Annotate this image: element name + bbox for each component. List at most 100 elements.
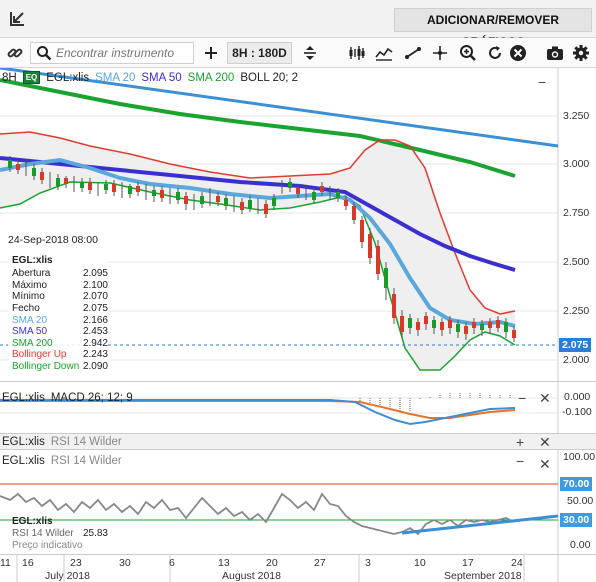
rsi-y-tick: 50.00 [567,495,594,507]
bollinger-up-line [0,131,516,315]
x-tick: 20 [266,557,278,569]
plus-icon[interactable] [200,42,222,64]
sma50-line [0,156,516,272]
trendline-icon[interactable] [402,42,424,64]
rsi-line [0,492,515,536]
macd-line [0,399,516,426]
candles-icon[interactable] [347,42,369,64]
chart-type-icon[interactable] [373,42,395,64]
macd-close-button[interactable]: ✕ [539,390,551,406]
x-tick: 30 [119,557,131,569]
info-row: Bollinger Down 2.090 [12,360,108,372]
ohlc-info-box: 24-Sep-2018 08:00 EGL:xlis Abertura 2.095… [8,234,108,373]
macd-collapse-button[interactable]: − [518,390,527,406]
last-price-tag: 2.075 [559,338,592,352]
rsi-close-button[interactable]: ✕ [539,456,551,472]
rsi-header-strip[interactable]: EGL:xlis RSI 14 Wilder + ✕ [0,433,596,450]
zoom-in-icon[interactable] [457,42,479,64]
crosshair-icon[interactable] [429,42,451,64]
info-row: Bollinger Up 2.243 [12,349,108,361]
clear-icon[interactable] [507,42,529,64]
link-icon[interactable] [4,42,26,64]
rsi-collapse-button[interactable]: − [516,453,525,469]
y-tick: 2.000 [563,354,590,366]
x-tick: 23 [70,557,82,569]
x-tick: 16 [22,557,34,569]
legend-sma200[interactable]: SMA 200 [187,71,235,84]
add-indicator-button[interactable]: + [516,434,525,450]
refresh-icon[interactable] [484,42,506,64]
x-tick: 3 [365,557,371,569]
info-row: SMA 200 2.942 [12,337,108,349]
macd-histogram [359,393,511,412]
add-remove-charts-button[interactable]: ADICIONAR/REMOVER GRÁFICOS [394,8,592,49]
toolbar: 8H : 180D [0,38,596,68]
macd-legend: EGL:xlis MACD 26; 12; 9 [2,392,139,404]
x-tick: 27 [314,557,326,569]
gear-icon[interactable] [570,42,592,64]
x-tick: 11 [0,557,11,569]
x-tick: 6 [169,557,175,569]
rsi-header-legend: EGL:xlis RSI 14 Wilder [2,436,128,448]
candlesticks [8,156,516,342]
y-tick: 3.250 [563,110,590,122]
bollinger-down-line [0,181,516,371]
time-axis[interactable]: 11 16 23 30 6 13 20 27 3 10 17 24 July 2… [0,554,596,582]
rsi-30-tag: 30.00 [560,513,593,527]
x-month: September 2018 [444,570,522,582]
x-tick: 17 [462,557,474,569]
y-tick: 2.500 [563,256,590,268]
x-tick: 10 [414,557,426,569]
top-bar: ADICIONAR/REMOVER GRÁFICOS [0,0,596,49]
price-legend: 8H EQ EGL:xlis SMA 20 SMA 50 SMA 200 BOL… [2,71,304,84]
rsi-label[interactable]: RSI 14 Wilder [50,455,122,467]
rsi-info-note: Preço indicativo [12,540,83,551]
info-row: SMA 50 2.453 [12,326,108,338]
rsi-legend: EGL:xlis RSI 14 Wilder [2,455,128,467]
info-row: Máximo 2.100 [12,279,108,291]
legend-sma50[interactable]: SMA 50 [141,71,182,84]
rsi-y-tick: 100.00 [563,451,596,463]
y-tick: 2.750 [563,207,590,219]
price-panel[interactable]: 8H EQ EGL:xlis SMA 20 SMA 50 SMA 200 BOL… [0,68,596,381]
info-row: SMA 20 2.166 [12,314,108,326]
rsi-header-close-button[interactable]: ✕ [539,434,551,450]
legend-symbol[interactable]: EGL:xlis [46,71,90,84]
equity-badge: EQ [22,71,41,84]
rsi-70-tag: 70.00 [560,477,593,491]
popout-icon[interactable] [6,8,28,30]
legend-sma20[interactable]: SMA 20 [95,71,136,84]
info-row: Fecho 2.075 [12,302,108,314]
legend-boll[interactable]: BOLL 20; 2 [240,71,299,84]
rsi-info-symbol: EGL:xlis [12,516,53,527]
x-tick: 24 [511,557,523,569]
x-tick: 13 [218,557,230,569]
bollinger-band-fill [0,132,515,370]
search-icon [36,45,52,61]
period-selector[interactable]: 8H : 180D [227,42,292,64]
camera-icon[interactable] [544,42,566,64]
period-prefix: 8H [2,71,17,84]
rsi-header-label[interactable]: RSI 14 Wilder [50,436,122,448]
rsi-panel[interactable]: EGL:xlis RSI 14 Wilder − ✕ 100.00 50.00 … [0,450,596,554]
macd-label[interactable]: MACD 26; 12; 9 [50,392,133,404]
rsi-y-tick: 0.00 [570,539,591,551]
x-month: July 2018 [45,570,90,582]
trend-line [0,68,559,148]
y-tick: 2.250 [563,305,590,317]
x-month: August 2018 [222,570,281,582]
macd-y-tick: -0.100 [562,406,592,418]
instrument-search[interactable] [30,42,194,64]
rsi-info-row: RSI 14 Wilder 25.83 [12,528,108,539]
rsi-info-box: EGL:xlis RSI 14 Wilder 25.83 Preço indica… [8,516,108,552]
macd-symbol[interactable]: EGL:xlis [2,392,45,404]
search-input[interactable] [56,46,186,60]
rsi-symbol[interactable]: EGL:xlis [2,455,45,467]
rsi-header-symbol[interactable]: EGL:xlis [2,436,45,448]
collapse-button[interactable]: − [538,74,547,90]
macd-y-tick: 0.000 [564,391,591,403]
info-row: Mínimo 2.070 [12,291,108,303]
sort-icon[interactable] [299,42,321,64]
macd-panel[interactable]: EGL:xlis MACD 26; 12; 9 − ✕ 0.000 -0.100 [0,381,596,434]
y-tick: 3.000 [563,158,590,170]
